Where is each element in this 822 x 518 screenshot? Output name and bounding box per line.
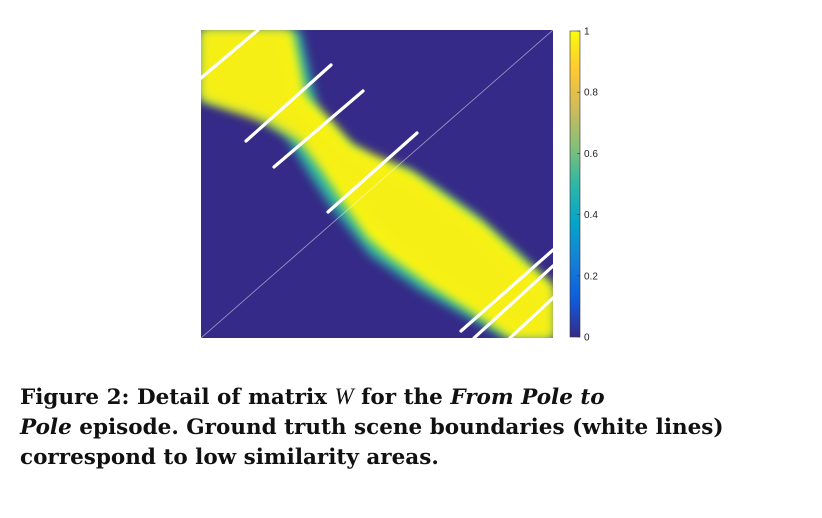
similarity-matrix-figure: 0 0.2 0.4 0.6 0.8 1 xyxy=(201,27,598,344)
scene-boundary-line xyxy=(472,264,553,338)
caption-text-3: episode. Ground truth scene boundaries (… xyxy=(20,415,724,470)
scene-boundary-line xyxy=(459,248,553,333)
scene-boundary-line xyxy=(326,131,419,214)
colorbar-ticks: 0 0.2 0.4 0.6 0.8 1 xyxy=(577,27,598,344)
caption-matrix-variable: W xyxy=(334,384,354,409)
caption-text-2: for the xyxy=(361,385,443,410)
figure-caption: Figure 2: Detail of matrix W for the Fro… xyxy=(20,382,810,473)
scene-boundaries xyxy=(201,30,553,338)
colorbar-tick-label: 1 xyxy=(584,27,590,38)
caption-label: Figure 2: xyxy=(20,385,130,410)
colorbar-tick-label: 0.6 xyxy=(584,149,598,160)
colorbar-tick-label: 0.4 xyxy=(584,210,598,221)
colorbar-gradient xyxy=(569,30,581,338)
caption-episode-title-1: From Pole to xyxy=(450,385,605,410)
scene-boundary-line xyxy=(244,63,333,143)
colorbar: 0 0.2 0.4 0.6 0.8 1 xyxy=(569,27,598,344)
caption-text-1: Detail of matrix xyxy=(136,385,327,410)
caption-episode-title-2: Pole xyxy=(20,415,72,440)
colorbar-tick-label: 0.8 xyxy=(584,88,598,99)
matrix-diagonal xyxy=(201,30,553,338)
scene-boundary-line xyxy=(201,30,260,80)
colorbar-tick-label: 0 xyxy=(584,333,590,344)
heatmap xyxy=(201,30,553,338)
colorbar-tick-label: 0.2 xyxy=(584,271,598,282)
scene-boundary-line xyxy=(508,296,553,338)
scene-boundary-line xyxy=(272,89,365,169)
